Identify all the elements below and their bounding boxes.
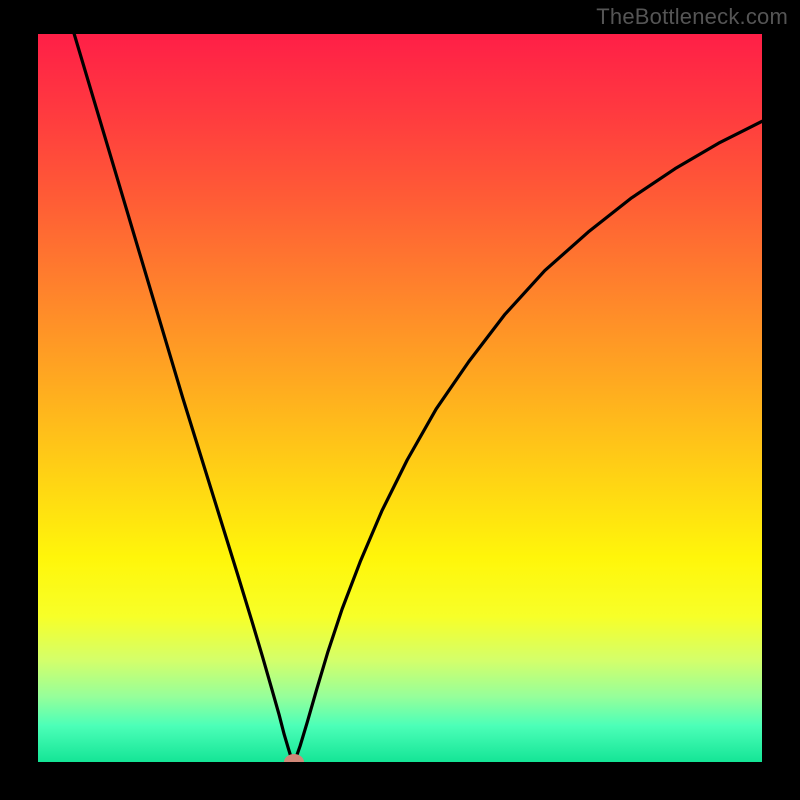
curve-path (38, 34, 762, 762)
chart-root: TheBottleneck.com (0, 0, 800, 800)
watermark-text: TheBottleneck.com (596, 4, 788, 30)
bottleneck-curve (38, 34, 762, 762)
plot-area (38, 34, 762, 762)
